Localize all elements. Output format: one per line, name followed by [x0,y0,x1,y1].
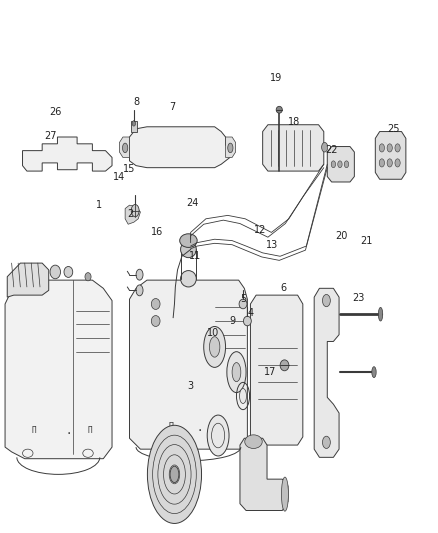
Ellipse shape [232,362,241,382]
Ellipse shape [131,205,139,217]
Polygon shape [5,280,112,459]
Bar [131,120,137,132]
Ellipse shape [344,161,349,168]
Ellipse shape [322,436,330,448]
Ellipse shape [151,316,160,327]
Ellipse shape [395,159,400,167]
Text: П: П [88,425,92,434]
Text: 24: 24 [187,198,199,208]
Text: 2: 2 [128,209,134,220]
Polygon shape [263,125,324,171]
Text: 16: 16 [151,227,163,237]
Text: 13: 13 [266,240,279,250]
Text: 27: 27 [45,131,57,141]
Ellipse shape [209,337,220,357]
Polygon shape [125,205,141,224]
Text: 23: 23 [353,293,365,303]
Ellipse shape [180,234,197,247]
Text: 6: 6 [281,283,287,293]
Text: 26: 26 [49,107,61,117]
Polygon shape [314,288,339,457]
Ellipse shape [331,161,336,168]
Polygon shape [7,263,49,297]
Ellipse shape [322,294,330,306]
Text: 8: 8 [133,96,139,107]
Text: .: . [66,423,71,437]
Text: П: П [169,422,173,431]
Polygon shape [130,280,247,449]
Text: 20: 20 [335,231,347,241]
Polygon shape [251,295,303,445]
Ellipse shape [228,143,233,152]
Text: 25: 25 [387,124,400,134]
Ellipse shape [280,360,289,371]
Ellipse shape [207,415,229,456]
Ellipse shape [180,271,196,287]
Text: 3: 3 [187,381,194,391]
Ellipse shape [276,107,283,113]
Polygon shape [22,137,112,171]
Ellipse shape [123,143,128,152]
Text: 22: 22 [325,144,338,155]
Ellipse shape [244,316,251,326]
Ellipse shape [85,273,91,281]
Text: 11: 11 [189,251,201,261]
Ellipse shape [136,285,143,296]
Text: П: П [31,425,36,434]
Ellipse shape [321,142,328,152]
Text: 1: 1 [96,200,102,211]
Text: 7: 7 [169,102,175,112]
Text: 15: 15 [124,164,136,174]
Text: 21: 21 [360,236,373,246]
Text: 9: 9 [230,316,236,326]
Polygon shape [130,127,230,168]
Text: П: П [212,422,217,431]
Ellipse shape [378,308,383,321]
Ellipse shape [132,120,136,126]
Ellipse shape [50,265,60,279]
Ellipse shape [379,144,385,152]
Polygon shape [120,137,130,157]
Polygon shape [226,137,236,157]
Ellipse shape [379,159,385,167]
Ellipse shape [227,352,246,393]
Ellipse shape [338,161,342,168]
Ellipse shape [170,466,179,482]
Text: 17: 17 [264,367,276,377]
Text: 14: 14 [113,172,125,182]
Ellipse shape [372,367,376,377]
Ellipse shape [387,144,392,152]
Text: 10: 10 [207,328,219,338]
Ellipse shape [387,159,392,167]
Text: 5: 5 [240,294,246,304]
Ellipse shape [204,327,226,367]
Ellipse shape [148,425,201,523]
Ellipse shape [180,241,196,257]
Text: 12: 12 [254,225,267,236]
Text: .: . [197,419,201,434]
Text: 18: 18 [288,117,300,127]
Polygon shape [375,132,406,179]
Ellipse shape [240,389,247,403]
Ellipse shape [151,298,160,310]
Polygon shape [327,147,354,182]
Ellipse shape [245,435,262,448]
Ellipse shape [282,477,288,511]
Ellipse shape [64,266,73,277]
Polygon shape [240,438,288,511]
Ellipse shape [239,299,247,309]
Text: 19: 19 [270,73,282,83]
Ellipse shape [395,144,400,152]
Ellipse shape [136,269,143,280]
Text: 4: 4 [247,308,254,318]
